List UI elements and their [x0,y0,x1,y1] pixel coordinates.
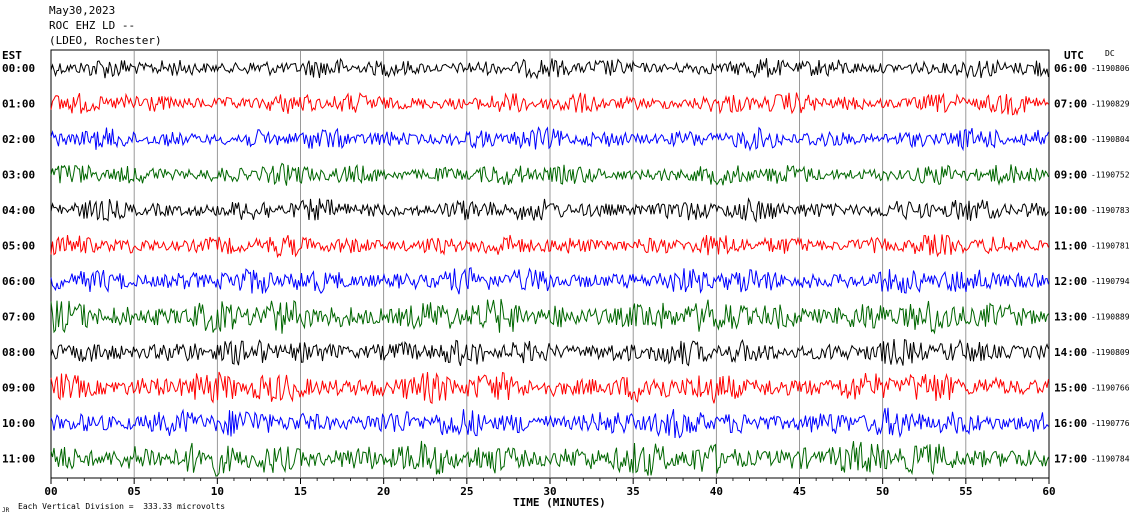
seismic-trace [50,57,1049,80]
seismic-trace [50,298,1049,335]
x-tick-label: 05 [128,485,141,498]
dc-offset-label: -1190804 [1091,135,1130,144]
dc-offset-label: -1190766 [1091,384,1130,393]
dc-offset-label: -1190752 [1091,171,1130,180]
utc-time-label: 07:00 [1054,98,1087,111]
dc-offset-label: -1190806 [1091,64,1130,73]
est-time-label: 09:00 [2,382,35,395]
x-tick-label: 00 [44,485,57,498]
utc-time-label: 15:00 [1054,382,1087,395]
x-tick-label: 45 [793,485,806,498]
est-time-label: 10:00 [2,417,35,430]
utc-axis-title: UTC [1064,49,1084,62]
utc-time-label: 13:00 [1054,311,1087,324]
est-time-label: 02:00 [2,133,35,146]
est-time-label: 11:00 [2,453,35,466]
seismic-trace [50,371,1049,405]
est-time-label: 01:00 [2,98,35,111]
x-tick-label: 50 [876,485,889,498]
utc-time-label: 14:00 [1054,346,1087,359]
seismic-trace [50,440,1049,477]
dc-offset-label: -1190776 [1091,419,1130,428]
est-time-label: 05:00 [2,240,35,253]
seismic-trace [50,234,1049,259]
x-tick-label: 15 [294,485,307,498]
x-tick-label: 40 [710,485,723,498]
x-axis-label: TIME (MINUTES) [513,496,606,509]
seismic-trace [50,267,1049,295]
dc-offset-label: -1190889 [1091,313,1130,322]
seismic-trace [50,338,1049,367]
dc-offset-label: -1190783 [1091,206,1130,215]
dc-offset-label: -1190809 [1091,348,1130,357]
est-time-label: 00:00 [2,62,35,75]
seismic-trace [50,197,1049,223]
est-time-label: 03:00 [2,169,35,182]
seismic-trace [50,92,1049,116]
est-time-label: 04:00 [2,204,35,217]
est-time-label: 08:00 [2,346,35,359]
corner-mark: JR [2,507,10,514]
utc-time-label: 11:00 [1054,240,1087,253]
dc-offset-label: -1190781 [1091,242,1130,251]
utc-time-label: 09:00 [1054,169,1087,182]
seismic-trace [50,407,1049,439]
x-tick-label: 25 [460,485,473,498]
est-axis-title: EST [2,49,22,62]
x-tick-label: 20 [377,485,390,498]
x-tick-label: 35 [627,485,640,498]
utc-time-label: 06:00 [1054,62,1087,75]
utc-time-label: 16:00 [1054,417,1087,430]
station-label: ROC EHZ LD -- [49,19,136,32]
dc-offset-label: -1190794 [1091,277,1130,286]
utc-time-label: 10:00 [1054,204,1087,217]
utc-time-label: 17:00 [1054,453,1087,466]
network-label: (LDEO, Rochester) [49,34,162,47]
x-tick-label: 10 [211,485,224,498]
scale-note: Each Vertical Division = 333.33 microvol… [18,502,226,511]
date-label: May30,2023 [49,4,116,17]
seismic-trace [50,126,1049,152]
dc-offset-label: -1190784 [1091,455,1130,464]
x-tick-label: 60 [1042,485,1055,498]
x-tick-label: 55 [959,485,972,498]
utc-time-label: 08:00 [1054,133,1087,146]
seismic-trace [50,162,1049,186]
dc-axis-title: DC [1105,49,1115,58]
utc-time-label: 12:00 [1054,275,1087,288]
est-time-label: 06:00 [2,275,35,288]
x-tick-label: 30 [543,485,556,498]
est-time-label: 07:00 [2,311,35,324]
dc-offset-label: -1190829 [1091,100,1130,109]
